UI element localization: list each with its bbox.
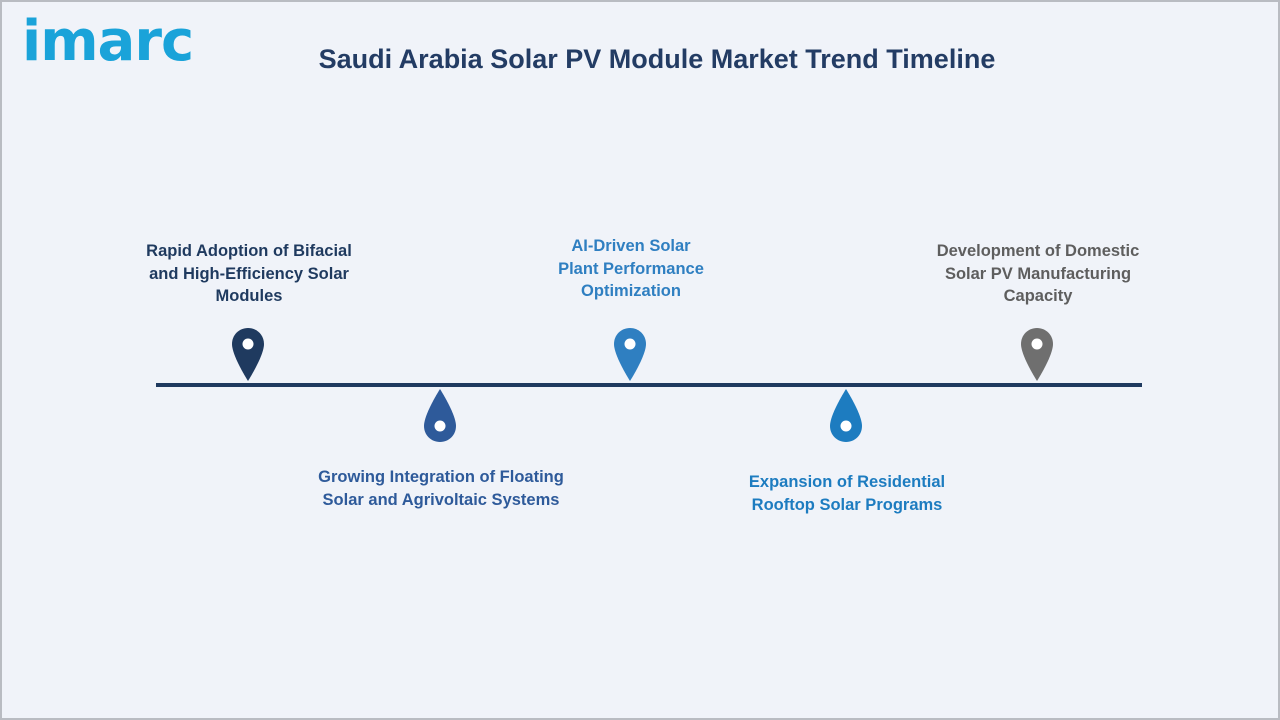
timeline-item-label: Development of Domestic Solar PV Manufac… [936,242,1140,305]
page-title: Saudi Arabia Solar PV Module Market Tren… [318,44,996,74]
drop-pin-icon [423,388,457,444]
map-pin-icon [231,327,265,383]
timeline-item-label: Expansion of Residential Rooftop Solar P… [748,473,946,514]
map-pin-icon [613,327,647,383]
timeline-item-label: AI-Driven Solar Plant Performance Optimi… [558,237,704,300]
timeline-item-label: Growing Integration of Floating Solar an… [318,468,564,509]
timeline-axis [156,383,1142,387]
map-pin-icon [1020,327,1054,383]
imarc-logo: imarc [22,9,194,74]
drop-pin-icon [829,388,863,444]
timeline-item-label: Rapid Adoption of Bifacial and High-Effi… [146,242,352,305]
